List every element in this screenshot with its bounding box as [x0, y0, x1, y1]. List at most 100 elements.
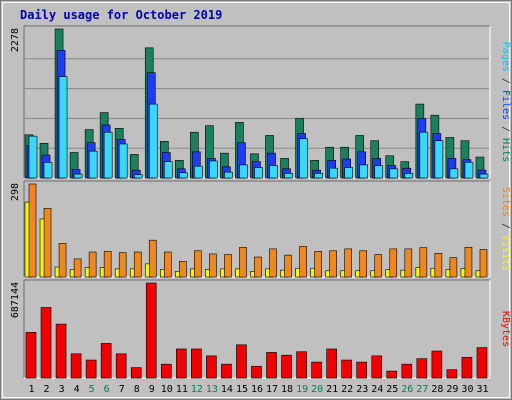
- bar-sites-day-31: [479, 249, 488, 278]
- hits-files-pages-legend: Pages / Files / Hits: [500, 42, 511, 162]
- x-tick-label-20: 20: [311, 384, 323, 395]
- x-tick-label-2: 2: [44, 384, 50, 395]
- bar-kbytes-day-16: [251, 365, 262, 379]
- x-tick-label-28: 28: [431, 384, 443, 395]
- bar-pages-day-18: [284, 173, 293, 179]
- bar-pages-day-26: [404, 173, 414, 179]
- legend-label: Visits: [500, 235, 511, 271]
- bar-pages-day-17: [269, 165, 278, 179]
- x-tick-label-19: 19: [296, 384, 308, 395]
- bar-sites-day-21: [329, 250, 337, 278]
- bar-kbytes-day-25: [386, 370, 398, 379]
- bar-sites-day-13: [209, 253, 217, 278]
- bar-sites-day-2: [43, 208, 52, 278]
- x-tick-label-14: 14: [221, 384, 233, 395]
- x-tick-label-12: 12: [191, 384, 203, 395]
- kbytes-legend: KBytes: [500, 311, 511, 347]
- bar-pages-day-9: [148, 103, 158, 179]
- bar-sites-day-27: [419, 247, 428, 278]
- x-tick-label-9: 9: [149, 384, 155, 395]
- bar-kbytes-day-10: [160, 363, 172, 379]
- bar-pages-day-10: [163, 161, 173, 179]
- x-tick-label-6: 6: [104, 384, 110, 395]
- bar-kbytes-day-17: [266, 352, 277, 379]
- bar-pages-day-5: [88, 150, 98, 179]
- bar-kbytes-day-6: [100, 343, 112, 379]
- bar-kbytes-day-30: [461, 356, 473, 379]
- bar-kbytes-day-14: [221, 363, 232, 379]
- bar-pages-day-20: [314, 173, 323, 179]
- hits-files-pages-max-label: 2278: [10, 28, 21, 52]
- bar-pages-day-1: [28, 135, 38, 179]
- bar-kbytes-day-12: [191, 348, 202, 379]
- bar-pages-day-25: [389, 168, 399, 179]
- bar-kbytes-day-3: [55, 323, 67, 379]
- bar-sites-day-24: [374, 254, 383, 278]
- x-tick-label-25: 25: [386, 384, 398, 395]
- bar-sites-day-30: [464, 247, 473, 278]
- visits-sites-max-label: 298: [10, 183, 21, 201]
- bar-sites-day-22: [344, 248, 352, 278]
- bar-kbytes-day-19: [296, 351, 307, 379]
- x-tick-label-1: 1: [29, 384, 35, 395]
- bar-pages-day-27: [419, 131, 429, 179]
- bar-sites-day-18: [284, 254, 292, 278]
- x-tick-label-18: 18: [281, 384, 293, 395]
- bar-pages-day-6: [103, 131, 113, 179]
- bar-sites-day-14: [224, 254, 232, 278]
- bar-kbytes-day-4: [70, 353, 82, 379]
- chart-panels: 2278 Pages / Files / Hits 298 Sites / Visit…: [10, 25, 511, 379]
- bar-sites-day-7: [118, 252, 127, 278]
- kbytes-panel: 687144 KBytes: [10, 279, 511, 379]
- bar-sites-day-25: [389, 248, 398, 278]
- legend-label: Hits: [500, 138, 511, 162]
- legend-label: Files: [500, 90, 511, 120]
- x-tick-label-26: 26: [401, 384, 413, 395]
- bar-kbytes-day-27: [416, 358, 428, 379]
- bar-kbytes-day-13: [206, 355, 217, 379]
- bar-sites-day-23: [359, 250, 368, 278]
- bar-sites-day-20: [314, 251, 322, 278]
- bar-pages-day-19: [299, 138, 308, 179]
- bar-pages-day-28: [434, 140, 444, 179]
- bar-kbytes-day-20: [311, 361, 322, 379]
- bar-kbytes-day-7: [115, 353, 127, 379]
- bar-pages-day-16: [254, 167, 263, 179]
- x-tick-label-23: 23: [356, 384, 368, 395]
- bar-sites-day-26: [404, 248, 413, 278]
- bar-pages-day-23: [359, 164, 369, 179]
- x-tick-label-15: 15: [236, 384, 248, 395]
- bar-pages-day-22: [344, 167, 353, 179]
- visits-sites-legend: Sites / Visits: [500, 187, 511, 271]
- bar-pages-day-30: [464, 162, 474, 179]
- chart-title: Daily usage for October 2019: [20, 8, 222, 22]
- legend-label: KBytes: [500, 311, 511, 347]
- legend-label: /: [500, 120, 511, 138]
- bar-kbytes-day-1: [25, 332, 37, 379]
- bar-sites-day-19: [299, 246, 307, 278]
- bar-sites-day-3: [58, 243, 67, 278]
- bar-pages-day-4: [73, 173, 83, 179]
- bar-pages-day-8: [133, 174, 143, 179]
- x-tick-label-27: 27: [416, 384, 428, 395]
- bar-sites-day-29: [449, 257, 458, 278]
- bar-sites-day-5: [88, 251, 97, 278]
- bar-kbytes-day-24: [371, 355, 383, 379]
- x-tick-label-4: 4: [74, 384, 80, 395]
- bar-sites-day-28: [434, 252, 443, 278]
- bar-pages-day-11: [179, 172, 188, 179]
- bar-sites-day-15: [239, 247, 247, 278]
- bar-sites-day-12: [194, 250, 202, 278]
- x-tick-label-29: 29: [446, 384, 458, 395]
- bar-kbytes-day-23: [356, 361, 368, 379]
- x-tick-label-21: 21: [326, 384, 338, 395]
- bar-pages-day-2: [43, 162, 53, 179]
- bar-sites-day-17: [269, 248, 277, 278]
- hits-files-pages-panel: 2278 Pages / Files / Hits: [10, 25, 511, 179]
- bar-sites-day-4: [73, 258, 82, 278]
- x-tick-label-5: 5: [89, 384, 95, 395]
- visits-sites-panel: 298 Sites / Visits: [10, 180, 511, 278]
- bar-kbytes-day-22: [341, 359, 352, 379]
